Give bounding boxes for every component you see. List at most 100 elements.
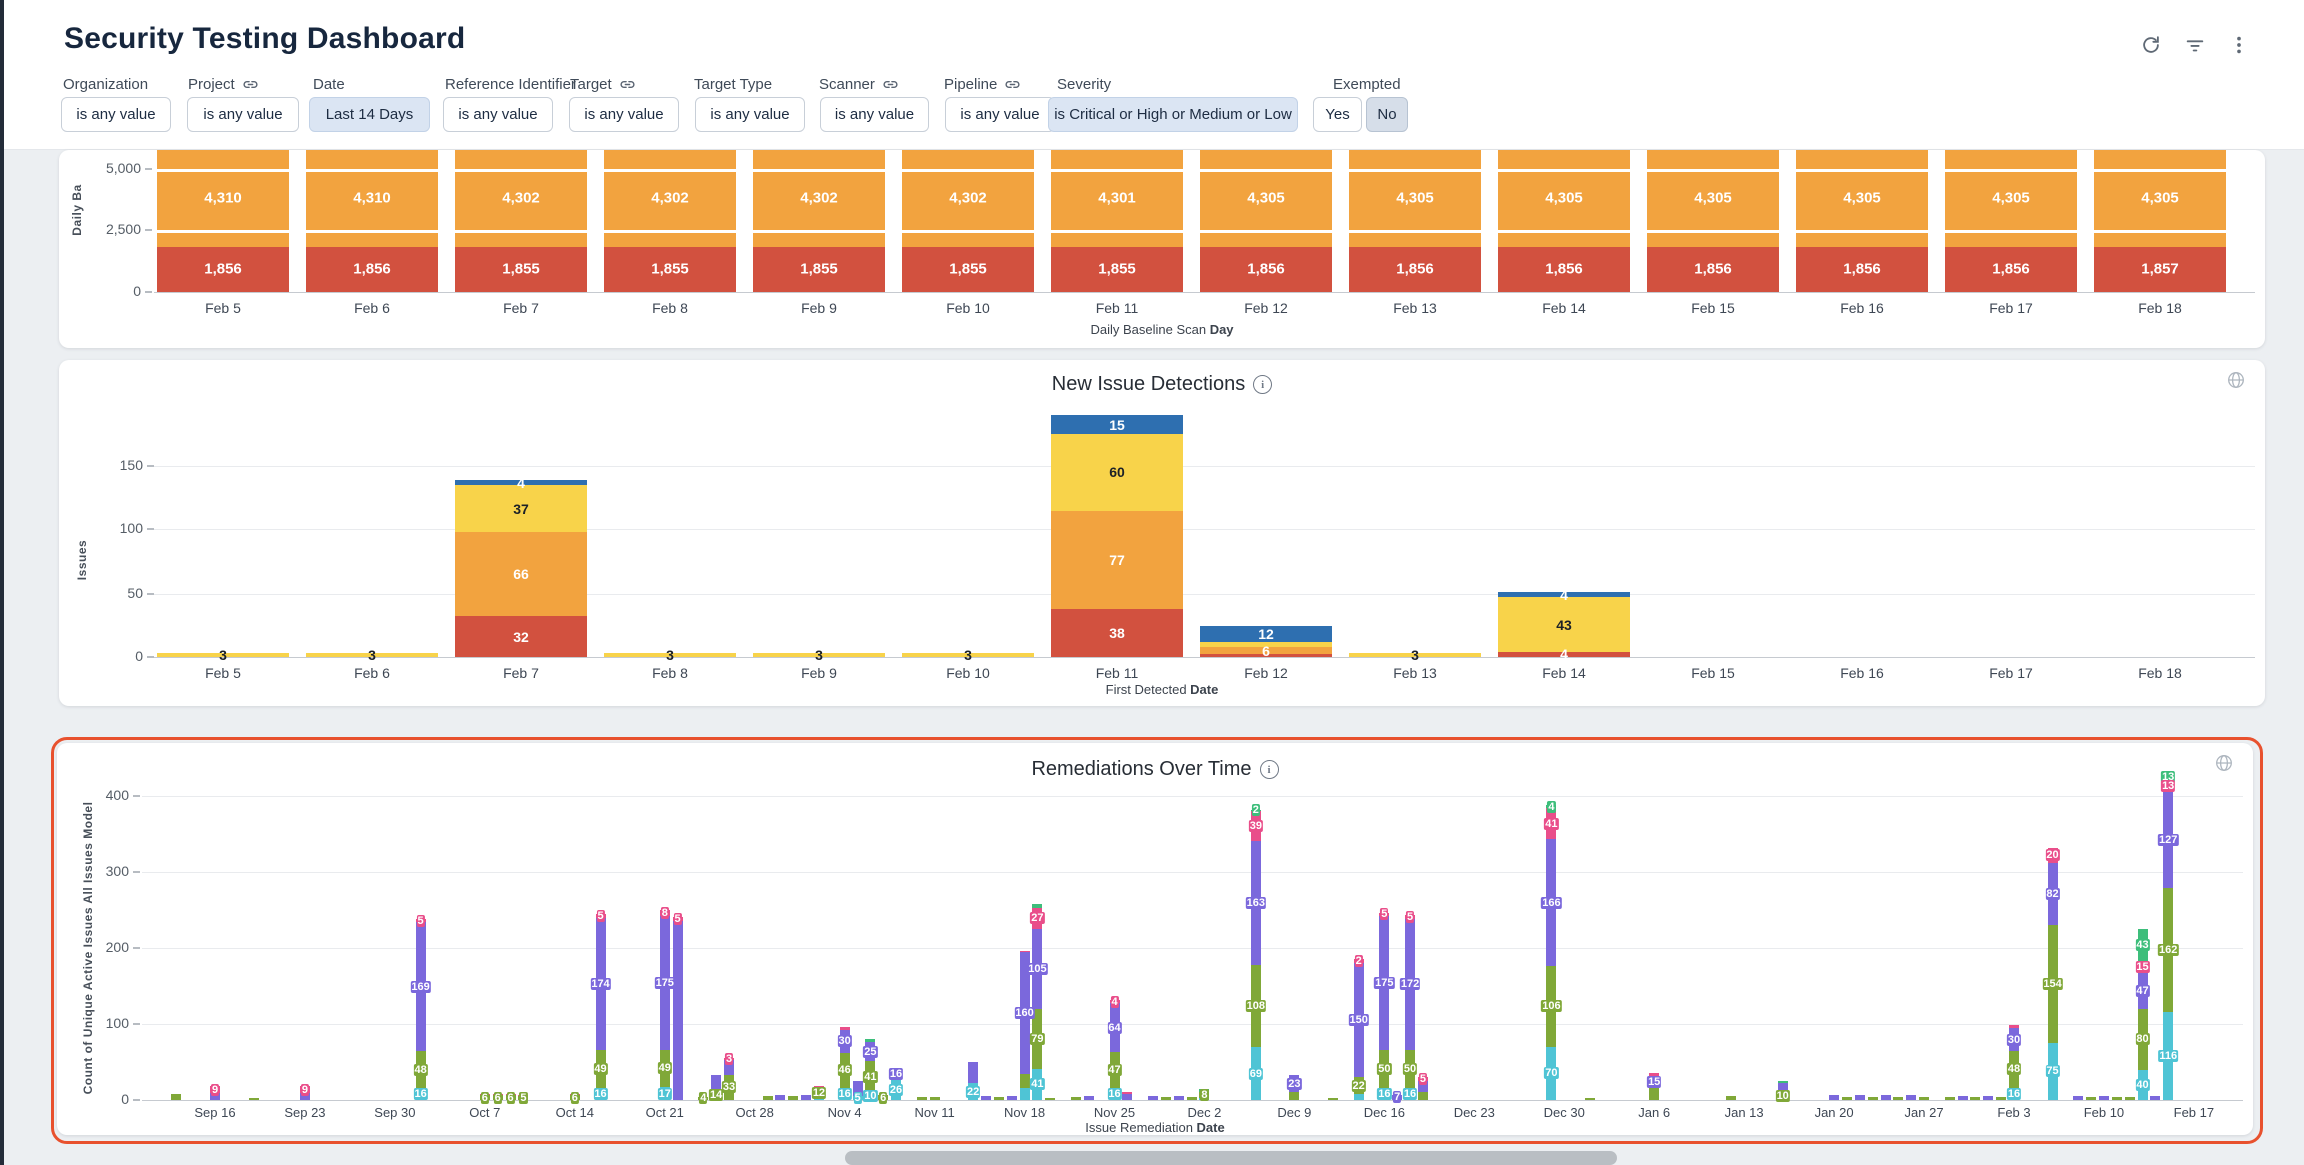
- remediation-bar[interactable]: [1893, 1096, 1904, 1100]
- remediation-bar[interactable]: [1006, 1096, 1017, 1100]
- remediation-bar[interactable]: [1970, 1096, 1981, 1100]
- remediation-bar[interactable]: 25 41 10: [863, 1039, 878, 1103]
- remediation-bar[interactable]: [1045, 1097, 1056, 1100]
- daily-baseline-bar[interactable]: 4,302 1,855: [753, 150, 885, 292]
- remediation-bar[interactable]: 5 175 50 16: [1374, 908, 1395, 1100]
- remediation-bar[interactable]: [1327, 1097, 1338, 1100]
- remediation-bar[interactable]: [1854, 1095, 1865, 1100]
- remediation-bar[interactable]: 15: [1647, 1073, 1662, 1100]
- remediation-bar[interactable]: [2086, 1096, 2097, 1100]
- remediation-bar[interactable]: [1173, 1096, 1184, 1100]
- remediation-bar[interactable]: [1944, 1096, 1955, 1100]
- remediation-bar[interactable]: 4 41 166 106 70: [1541, 800, 1562, 1100]
- remediation-bar[interactable]: [2098, 1096, 2109, 1100]
- remediation-bar[interactable]: [788, 1096, 799, 1100]
- remediation-bar[interactable]: [1867, 1096, 1878, 1100]
- remediation-bar[interactable]: 8: [1199, 1088, 1210, 1101]
- remediation-bar[interactable]: 23: [1287, 1074, 1302, 1100]
- remediation-bar[interactable]: 4 64 47 16: [1107, 995, 1122, 1100]
- remediation-bar[interactable]: [775, 1095, 786, 1100]
- filter-chip-pipeline[interactable]: is any value: [945, 97, 1055, 132]
- remediation-bar[interactable]: [1983, 1096, 1994, 1100]
- remediation-bar[interactable]: [1584, 1097, 1595, 1100]
- filter-button[interactable]: [2178, 28, 2212, 62]
- remediation-bar[interactable]: 3 33: [721, 1053, 737, 1100]
- new-issue-bar[interactable]: 4 43 4: [1498, 587, 1630, 662]
- new-issue-bar[interactable]: 3: [902, 647, 1034, 663]
- remediation-bar[interactable]: [2111, 1096, 2122, 1100]
- filter-chip-severity[interactable]: is Critical or High or Medium or Low: [1048, 97, 1298, 132]
- filter-chip-project[interactable]: is any value: [187, 97, 299, 132]
- remediation-bar[interactable]: 5 174 49 16: [590, 909, 611, 1100]
- remediation-bar[interactable]: 6: [492, 1091, 503, 1104]
- info-icon[interactable]: i: [1253, 375, 1273, 394]
- remediation-bar[interactable]: [2124, 1096, 2135, 1100]
- new-issue-bar[interactable]: 15 60 77 38: [1051, 415, 1183, 657]
- filter-chip-exempted-no[interactable]: No: [1366, 97, 1408, 132]
- new-issue-bar[interactable]: 4 37 66 32: [455, 475, 587, 657]
- remediation-bar[interactable]: 13 13 127 162 116: [2158, 770, 2179, 1100]
- remediation-bar[interactable]: [1841, 1096, 1852, 1100]
- remediation-bar[interactable]: [1906, 1095, 1917, 1100]
- remediation-bar[interactable]: [1160, 1096, 1171, 1100]
- remediation-bar[interactable]: [1070, 1096, 1081, 1100]
- new-issue-bar[interactable]: 12 6: [1200, 626, 1332, 659]
- remediation-bar[interactable]: 20 82 154 75: [2042, 847, 2063, 1100]
- remediation-bar[interactable]: [981, 1096, 991, 1100]
- remediation-bar[interactable]: [1726, 1096, 1737, 1100]
- remediation-bar[interactable]: [1880, 1095, 1891, 1100]
- remediation-bar[interactable]: [929, 1096, 940, 1100]
- remediation-bar[interactable]: [2073, 1096, 2084, 1100]
- remediation-bar[interactable]: [801, 1094, 812, 1100]
- remediation-bar[interactable]: 22: [966, 1061, 981, 1100]
- remediation-bar[interactable]: [248, 1097, 259, 1100]
- filter-chip-exempted-yes[interactable]: Yes: [1313, 97, 1362, 132]
- filter-chip-target-type[interactable]: is any value: [695, 97, 805, 132]
- remediation-bar[interactable]: [1186, 1096, 1197, 1100]
- remediation-bar[interactable]: 14: [709, 1074, 724, 1101]
- filter-chip-organization[interactable]: is any value: [61, 97, 171, 132]
- remediation-bar[interactable]: 5: [852, 1080, 863, 1105]
- remediation-bar[interactable]: 12: [811, 1085, 827, 1100]
- remediation-bar[interactable]: 30 46 16: [837, 1026, 852, 1100]
- remediation-bar[interactable]: [993, 1096, 1004, 1100]
- new-issue-bar[interactable]: 3: [753, 647, 885, 663]
- remediation-bar[interactable]: 5 169 48 16: [410, 914, 431, 1100]
- remediation-bar[interactable]: [1829, 1095, 1840, 1100]
- remediation-bar[interactable]: 9: [299, 1083, 310, 1100]
- remediation-bar[interactable]: 5: [672, 913, 683, 1100]
- remediation-bar[interactable]: 16 26: [888, 1067, 904, 1100]
- remediation-bar[interactable]: 27 105 79 41: [1027, 904, 1048, 1100]
- remediation-bar[interactable]: [1122, 1091, 1133, 1100]
- info-icon[interactable]: i: [1259, 760, 1279, 779]
- filter-chip-target[interactable]: is any value: [569, 97, 679, 132]
- remediation-bar[interactable]: 2 39 163 108 69: [1245, 804, 1267, 1100]
- remediation-bar[interactable]: 4: [698, 1092, 709, 1105]
- remediation-bar[interactable]: 6: [878, 1091, 889, 1104]
- remediation-bar[interactable]: [171, 1093, 182, 1100]
- remediation-bar[interactable]: 6: [569, 1091, 580, 1104]
- filter-chip-date[interactable]: Last 14 Days: [309, 97, 430, 132]
- remediation-bar[interactable]: 9: [210, 1083, 220, 1100]
- new-issue-bar[interactable]: 3: [604, 647, 736, 663]
- more-options-button[interactable]: [2222, 28, 2256, 62]
- remediation-bar[interactable]: [916, 1096, 927, 1100]
- remediation-bar[interactable]: 7: [1392, 1091, 1403, 1104]
- remediation-bar[interactable]: 2 150 22: [1348, 954, 1369, 1100]
- remediation-bar[interactable]: [1957, 1096, 1968, 1100]
- horizontal-scrollbar-thumb[interactable]: [845, 1151, 1617, 1165]
- new-issue-bar[interactable]: 3: [306, 647, 438, 663]
- remediation-bar[interactable]: 5: [518, 1092, 529, 1105]
- remediation-bar[interactable]: 160: [1014, 950, 1035, 1100]
- filter-chip-reference-identifier[interactable]: is any value: [443, 97, 553, 132]
- remediation-bar[interactable]: 6: [505, 1091, 516, 1104]
- remediation-bar[interactable]: 8 175 49 17: [654, 907, 675, 1100]
- remediation-bar[interactable]: [1919, 1096, 1930, 1100]
- remediation-bar[interactable]: [1083, 1096, 1094, 1100]
- remediation-bar[interactable]: 43 15 47 80 40: [2135, 928, 2150, 1100]
- remediation-bar[interactable]: 30 48 16: [2006, 1024, 2022, 1100]
- remediation-bar[interactable]: [762, 1096, 773, 1100]
- filter-chip-scanner[interactable]: is any value: [820, 97, 929, 132]
- remediation-bar[interactable]: 6: [479, 1091, 490, 1104]
- remediation-bar[interactable]: [2150, 1096, 2161, 1100]
